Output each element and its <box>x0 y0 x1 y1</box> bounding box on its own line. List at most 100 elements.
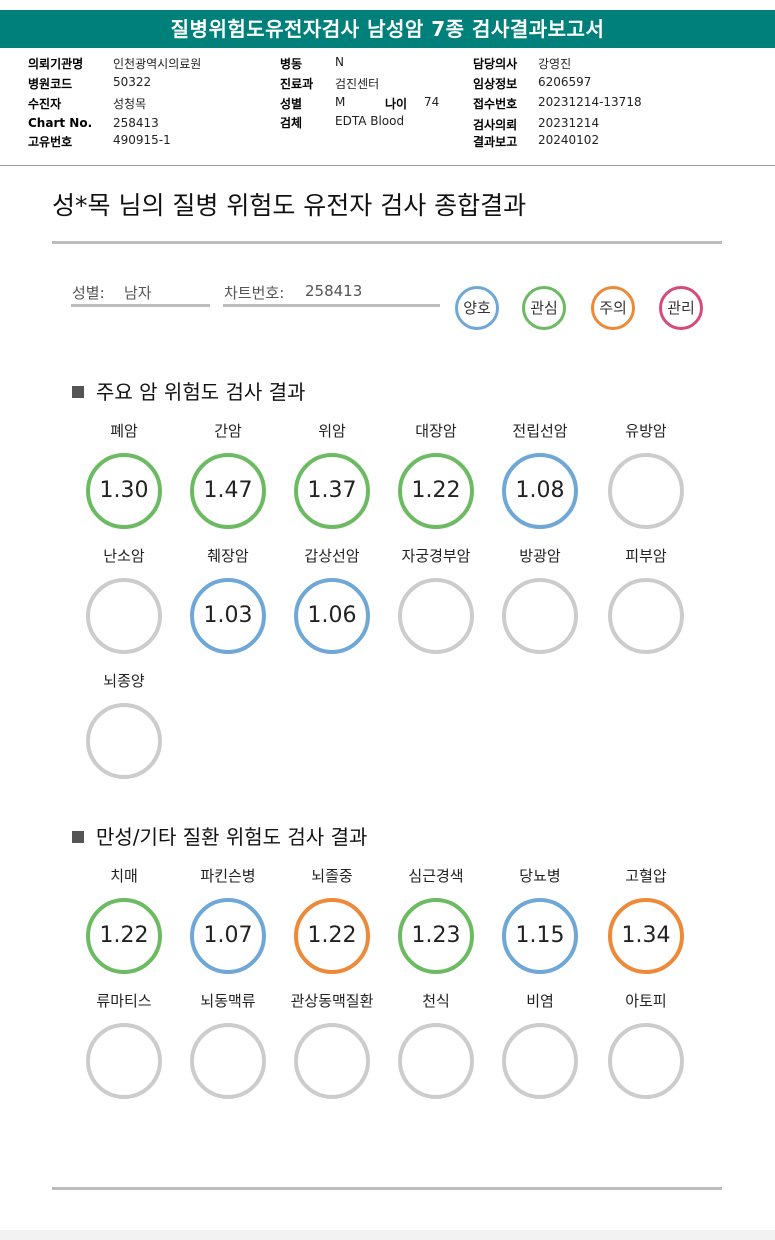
chart-no-field-value: 258413 <box>305 282 363 300</box>
risk-score-ring <box>608 578 684 654</box>
risk-item-name: 피부암 <box>625 547 667 565</box>
risk-item-name: 뇌종양 <box>103 672 145 690</box>
risk-item-name: 고혈압 <box>625 867 667 885</box>
info-value-patient: 성청목 <box>113 97 147 111</box>
square-bullet-icon <box>72 385 84 398</box>
risk-item-name: 뇌졸중 <box>311 867 353 885</box>
risk-item-name: 난소암 <box>103 547 145 565</box>
info-value-request-date: 20231214 <box>538 116 600 130</box>
info-label-age: 나이 <box>385 97 408 111</box>
info-value-ward: N <box>335 55 344 69</box>
info-value-department: 검진센터 <box>335 77 380 91</box>
sex-field-underline <box>71 304 210 307</box>
risk-item-name: 천식 <box>422 992 450 1010</box>
cancer-section-heading: 주요 암 위험도 검사 결과 <box>72 376 305 405</box>
risk-score-ring: 1.08 <box>502 453 578 529</box>
info-label-specimen: 검체 <box>280 116 303 130</box>
risk-score-ring: 1.22 <box>86 898 162 974</box>
info-label-request-date: 검사의뢰 <box>473 118 518 132</box>
info-label-unique-id: 고유번호 <box>28 135 73 149</box>
info-label-institution: 의뢰기관명 <box>28 57 84 71</box>
risk-score-ring <box>86 578 162 654</box>
risk-item-name: 유방암 <box>625 422 667 440</box>
info-label-doctor: 담당의사 <box>473 57 518 71</box>
info-label-report-date: 결과보고 <box>473 135 518 149</box>
sex-field-label: 성별: <box>72 284 105 302</box>
risk-item-name: 류마티스 <box>96 992 152 1010</box>
risk-item-name: 파킨슨병 <box>200 867 256 885</box>
summary-title: 성*목 님의 질병 위험도 유전자 검사 종합결과 <box>52 191 527 220</box>
risk-score-ring: 1.22 <box>398 453 474 529</box>
risk-score-ring <box>608 1023 684 1099</box>
report-title-bar: 질병위험도유전자검사 남성암 7종 검사결과보고서 <box>0 10 775 48</box>
sex-field-value: 남자 <box>124 284 152 302</box>
chart-no-field-underline <box>223 304 440 307</box>
risk-item-name: 전립선암 <box>512 422 568 440</box>
chronic-section-title: 만성/기타 질환 위험도 검사 결과 <box>96 825 368 849</box>
risk-score-ring <box>502 578 578 654</box>
risk-item-name: 폐암 <box>110 422 138 440</box>
info-value-hospital-code: 50322 <box>113 75 152 89</box>
risk-item-name: 관상동맥질환 <box>290 992 374 1010</box>
info-value-chart-no: 258413 <box>113 116 159 130</box>
info-value-receipt-no: 20231214-13718 <box>538 95 642 109</box>
info-label-chart-no: Chart No. <box>28 116 93 130</box>
chronic-section-heading: 만성/기타 질환 위험도 검사 결과 <box>72 821 367 850</box>
risk-score-ring <box>398 1023 474 1099</box>
cancer-section-title: 주요 암 위험도 검사 결과 <box>96 380 306 404</box>
risk-score-ring: 1.34 <box>608 898 684 974</box>
info-value-clinical: 6206597 <box>538 75 592 89</box>
risk-item-name: 치매 <box>110 867 138 885</box>
risk-item-name: 간암 <box>214 422 242 440</box>
info-value-specimen: EDTA Blood <box>335 114 405 128</box>
risk-item-name: 뇌동맥류 <box>200 992 256 1010</box>
info-label-hospital-code: 병원코드 <box>28 77 73 91</box>
risk-item-name: 아토피 <box>625 992 667 1010</box>
risk-item-name: 방광암 <box>519 547 561 565</box>
info-value-sex: M <box>335 95 346 109</box>
info-value-unique-id: 490915-1 <box>113 133 171 147</box>
risk-item-name: 갑상선암 <box>304 547 360 565</box>
info-value-report-date: 20240102 <box>538 133 600 147</box>
footer-divider <box>52 1187 722 1190</box>
risk-item-name: 대장암 <box>415 422 457 440</box>
info-label-department: 진료과 <box>280 77 314 91</box>
risk-score-ring: 1.22 <box>294 898 370 974</box>
risk-score-ring <box>502 1023 578 1099</box>
risk-score-ring: 1.30 <box>86 453 162 529</box>
info-label-sex: 성별 <box>280 97 303 111</box>
risk-score-ring <box>86 1023 162 1099</box>
title-divider <box>52 241 722 244</box>
risk-item-name: 자궁경부암 <box>401 547 471 565</box>
info-value-institution: 인천광역시의료원 <box>113 57 202 71</box>
legend-badge: 양호 <box>455 286 499 330</box>
risk-item-name: 심근경색 <box>408 867 464 885</box>
risk-score-ring: 1.06 <box>294 578 370 654</box>
risk-score-ring <box>190 1023 266 1099</box>
risk-item-name: 당뇨병 <box>519 867 561 885</box>
risk-score-ring: 1.03 <box>190 578 266 654</box>
info-label-receipt-no: 접수번호 <box>473 97 518 111</box>
risk-score-ring <box>294 1023 370 1099</box>
risk-item-name: 비염 <box>526 992 554 1010</box>
risk-score-ring: 1.23 <box>398 898 474 974</box>
risk-score-ring: 1.47 <box>190 453 266 529</box>
square-bullet-icon <box>72 830 84 843</box>
risk-score-ring: 1.07 <box>190 898 266 974</box>
risk-score-ring <box>608 453 684 529</box>
info-label-ward: 병동 <box>280 57 303 71</box>
risk-item-name: 췌장암 <box>207 547 249 565</box>
info-label-patient: 수진자 <box>28 97 62 111</box>
risk-score-ring <box>398 578 474 654</box>
chart-no-field-label: 차트번호: <box>224 284 285 302</box>
info-divider <box>0 165 775 166</box>
risk-score-ring: 1.37 <box>294 453 370 529</box>
info-value-doctor: 강영진 <box>538 57 572 71</box>
legend-badge: 관리 <box>659 286 703 330</box>
info-label-clinical: 임상정보 <box>473 77 518 91</box>
risk-item-name: 위암 <box>318 422 346 440</box>
info-value-age: 74 <box>424 95 440 109</box>
legend-badge: 주의 <box>591 286 635 330</box>
risk-score-ring <box>86 703 162 779</box>
